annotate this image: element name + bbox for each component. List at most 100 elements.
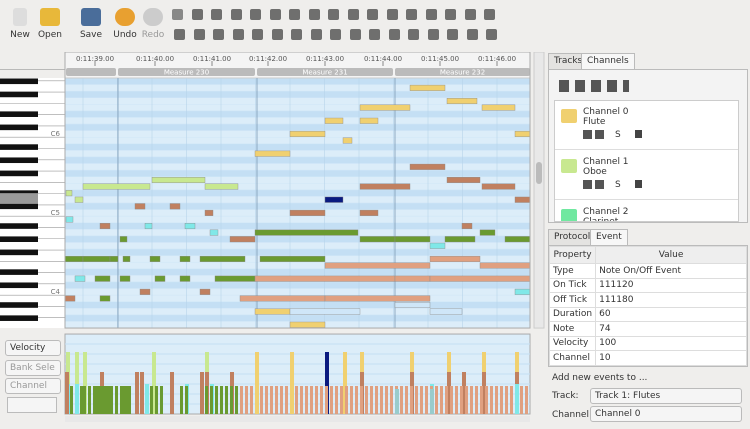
tool-icon: [388, 29, 400, 40]
measure-label: Measure 230: [164, 69, 209, 77]
tool-icon: [328, 9, 339, 20]
note: [82, 183, 151, 190]
undo-button[interactable]: Undo: [108, 8, 142, 40]
redo-button[interactable]: Redo: [136, 8, 170, 40]
channel-color: [561, 109, 577, 123]
velocity-select[interactable]: Velocity: [5, 340, 61, 356]
velocity-bar: [108, 386, 111, 414]
black-key: [0, 157, 38, 164]
new-button[interactable]: New: [3, 8, 37, 40]
velocity-bar: [140, 372, 144, 414]
pitch-row: [64, 136, 531, 145]
velocity-bar: [295, 386, 298, 414]
channel-instrument: Clarinet: [583, 217, 619, 222]
time-label: 0:11:46.00: [478, 55, 516, 63]
solo-label: S: [615, 180, 621, 190]
channel-buttons[interactable]: [583, 130, 605, 139]
velocity-bar: [180, 386, 183, 414]
note: [144, 223, 153, 230]
tool-icon: [232, 29, 244, 40]
black-key: [0, 78, 38, 85]
note: [359, 236, 396, 243]
note: [514, 288, 531, 295]
velocity-bar: [315, 386, 318, 414]
measure-label: Measure 231: [302, 69, 347, 77]
tool-icon: [386, 9, 398, 20]
pitch-row: [64, 222, 531, 230]
note: [446, 176, 481, 183]
velocity-bar: [343, 352, 347, 414]
table-cell: Note On/Off Event: [595, 263, 747, 279]
note: [82, 255, 111, 262]
table-cell: Duration: [548, 306, 597, 322]
save-button[interactable]: Save: [74, 8, 108, 40]
black-key: [0, 269, 38, 275]
tool-icon: [408, 29, 419, 40]
channel-name: Channel 2: [583, 207, 629, 217]
piano-roll: 0:11:39.00 0:11:40.00 0:11:41.00 0:11:42.00…: [0, 52, 545, 422]
pitch-row: [64, 242, 531, 250]
note: [514, 196, 531, 203]
note: [122, 255, 131, 262]
velocity-bar: [300, 386, 303, 414]
label: New: [10, 30, 30, 40]
note: [179, 255, 191, 262]
note: [394, 275, 431, 282]
velocity-bar: [160, 386, 163, 414]
velocity-bar: [500, 386, 503, 414]
velocity-bar: [355, 386, 358, 414]
channel-select[interactable]: Channel: [5, 378, 61, 394]
channel-entry: Channel 1 Oboe S: [555, 151, 738, 200]
channels-body: Channel 0 Flute S Channel 1 Oboe S Channel 2 Cl…: [548, 69, 748, 223]
velocity-bar: [75, 352, 79, 414]
note: [259, 255, 326, 262]
velocity-bar: [305, 386, 308, 414]
bank-select[interactable]: Bank Sele: [5, 360, 61, 376]
velocity-bar: [255, 352, 259, 414]
time-label: 0:11:42.00: [249, 55, 287, 63]
solo-label: S: [615, 130, 621, 140]
velocity-bar: [320, 386, 323, 414]
black-key: [0, 170, 38, 177]
velocity-bar: [120, 386, 123, 414]
channel-name: Channel 1: [583, 157, 629, 167]
channels-tab[interactable]: Channels: [581, 53, 635, 69]
black-key: [0, 282, 38, 289]
octave-label: C6: [51, 130, 61, 138]
velocity-bar: [88, 386, 91, 414]
time-label: 0:11:43.00: [306, 55, 344, 63]
velocity-bar: [150, 386, 153, 414]
time-label: 0:11:41.00: [193, 55, 231, 63]
label: Undo: [113, 30, 137, 40]
velocity-bar: [185, 386, 188, 414]
channel-buttons[interactable]: [583, 180, 605, 189]
velocity-bar: [480, 386, 483, 414]
note: [154, 275, 166, 282]
draw-tools[interactable]: [7, 397, 57, 413]
pitch-row: [64, 314, 531, 322]
velocity-bar: [495, 386, 498, 414]
velocity-bar: [235, 386, 238, 414]
black-key: [0, 315, 38, 321]
black-key: [0, 124, 38, 131]
channel-tools[interactable]: [559, 80, 629, 92]
velocity-bar: [240, 386, 243, 414]
velocity-bar: [170, 372, 174, 414]
velocity-bar: [65, 372, 69, 414]
channel-target-select[interactable]: Channel 0: [590, 406, 742, 422]
open-button[interactable]: Open: [33, 8, 67, 40]
channel-instrument: Flute: [583, 117, 606, 127]
instrument-button[interactable]: [635, 130, 642, 138]
instrument-button[interactable]: [635, 180, 642, 188]
note: [204, 209, 214, 216]
add-events-title: Add new events to ...: [552, 373, 648, 383]
table-cell: 10: [595, 350, 747, 366]
tool-icon: [193, 29, 205, 40]
event-tab[interactable]: Event: [590, 229, 628, 245]
time-label: 0:11:40.00: [136, 55, 174, 63]
track-select[interactable]: Track 1: Flutes: [590, 388, 742, 404]
tool-icon: [369, 29, 380, 40]
pitch-row: [64, 268, 531, 276]
note: [229, 236, 256, 243]
velocity-bar: [95, 386, 98, 414]
